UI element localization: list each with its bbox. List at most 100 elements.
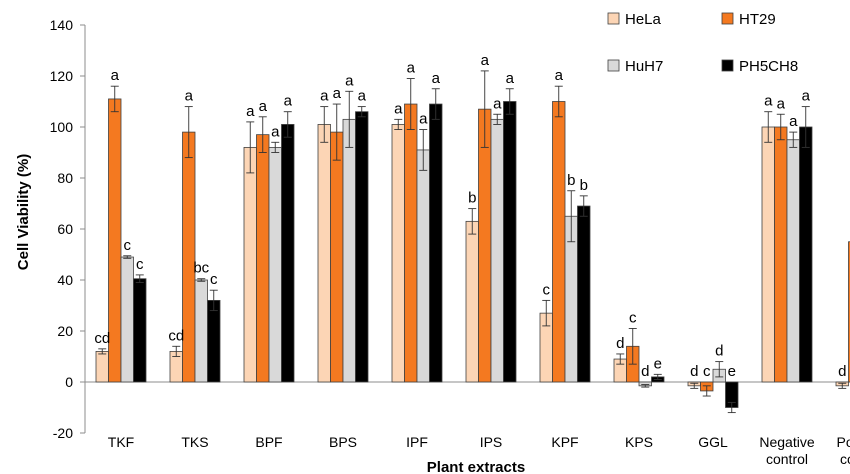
legend-label: HeLa (625, 11, 662, 28)
significance-label: a (320, 88, 329, 105)
category-label: Positivecontrol (836, 434, 850, 467)
category-label: TKF (108, 434, 134, 450)
significance-label: a (481, 52, 490, 69)
bar-ht29 (108, 98, 122, 383)
legend-label: HuH7 (625, 58, 663, 75)
legend-swatch (721, 12, 734, 25)
significance-label: e (654, 355, 662, 372)
significance-label: a (394, 100, 403, 117)
legend-label: PH5CH8 (739, 58, 798, 75)
bar-huh7 (490, 118, 504, 383)
significance-label: a (185, 88, 194, 105)
bar-ht29 (182, 131, 196, 383)
y-tick-label: 120 (50, 68, 74, 84)
significance-label: d (715, 343, 723, 360)
category-label: GGL (698, 434, 728, 450)
significance-label: d (690, 363, 698, 380)
significance-label: c (136, 256, 144, 273)
y-tick-label: 40 (57, 272, 73, 288)
bar-ph5ch8 (799, 126, 813, 383)
bar-huh7 (342, 118, 356, 383)
bar-ph5ch8 (207, 299, 221, 383)
significance-label: c (543, 281, 551, 298)
bar-huh7 (194, 279, 208, 383)
y-axis-title: Cell Viability (%) (15, 154, 32, 270)
bar-ht29 (774, 126, 788, 383)
significance-label: a (789, 113, 798, 130)
bar-ht29 (478, 108, 492, 383)
significance-label: a (284, 93, 293, 110)
bar-ph5ch8 (355, 111, 369, 383)
bar-hela (243, 146, 257, 383)
bar-huh7 (416, 149, 430, 383)
data-labels: cdcdaaabcddadaaaaaaaccabcbcaaaabddadccaa… (94, 52, 846, 380)
category-label: BPS (329, 434, 357, 450)
significance-label: a (271, 123, 280, 140)
legend-swatch (721, 59, 734, 72)
significance-label: e (728, 363, 736, 380)
legend-swatch (607, 59, 620, 72)
significance-label: a (259, 98, 268, 115)
bar-hela (95, 350, 109, 383)
category-label: KPF (551, 434, 578, 450)
significance-label: b (567, 172, 575, 189)
bar-ht29 (256, 134, 270, 383)
significance-label: c (124, 237, 132, 254)
legend-swatch (607, 12, 620, 25)
y-tick-label: 100 (50, 119, 74, 135)
significance-label: bc (193, 260, 209, 277)
significance-label: d (838, 363, 846, 380)
y-tick-label: 60 (57, 221, 73, 237)
bar-huh7 (786, 139, 800, 383)
bar-ph5ch8 (503, 101, 517, 383)
bar-hela (317, 124, 331, 383)
bar-huh7 (120, 256, 134, 383)
bar-ph5ch8 (429, 103, 443, 383)
bars (95, 70, 850, 414)
significance-label: a (333, 85, 342, 102)
significance-label: a (419, 111, 428, 128)
significance-label: cd (94, 330, 110, 347)
significance-label: cd (168, 327, 184, 344)
bar-ht29 (404, 103, 418, 383)
significance-label: a (345, 72, 354, 89)
significance-label: c (629, 309, 637, 326)
category-label: IPF (406, 434, 428, 450)
significance-label: a (407, 60, 416, 77)
bar-ph5ch8 (577, 205, 591, 383)
y-tick-label: 80 (57, 170, 73, 186)
legend-label: HT29 (739, 11, 776, 28)
significance-label: d (641, 363, 649, 380)
y-tick-label: 140 (50, 17, 74, 33)
category-label: Negative control (759, 434, 814, 467)
bar-hela (761, 126, 775, 383)
significance-label: b (468, 190, 476, 207)
bar-ht29 (848, 241, 850, 383)
significance-label: a (493, 95, 502, 112)
bar-ht29 (330, 131, 344, 383)
significance-label: a (764, 93, 773, 110)
bar-hela (465, 220, 479, 383)
bar-ph5ch8 (281, 124, 295, 383)
significance-label: c (210, 271, 218, 288)
significance-label: a (802, 88, 811, 105)
legend: HeLa HT29 HuH7 PH5CH8 (607, 11, 798, 75)
bar-hela (391, 124, 405, 383)
significance-label: a (246, 103, 255, 120)
category-label: KPS (625, 434, 653, 450)
x-axis-title: Plant extracts (427, 459, 525, 474)
category-label: BPF (255, 434, 282, 450)
significance-label: a (506, 70, 515, 87)
bar-ht29 (552, 101, 566, 383)
significance-label: b (580, 177, 588, 194)
significance-label: d (616, 335, 624, 352)
bar-huh7 (268, 146, 282, 383)
significance-label: a (432, 70, 441, 87)
category-label: TKS (181, 434, 208, 450)
y-tick-label: 0 (65, 374, 73, 390)
bar-ph5ch8 (133, 278, 147, 383)
significance-label: a (358, 88, 367, 105)
y-tick-label: -20 (53, 425, 73, 441)
significance-label: a (555, 67, 564, 84)
